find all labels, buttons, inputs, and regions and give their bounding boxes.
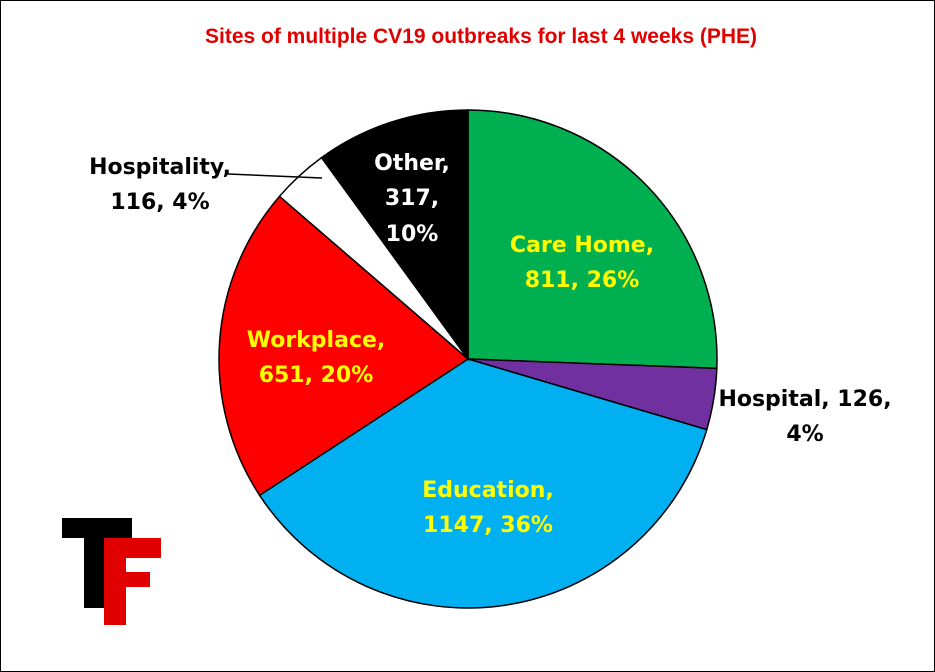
label-hospitality-line2: 116, 4% bbox=[110, 190, 209, 215]
label-hospitality-line1: Hospitality, bbox=[89, 155, 231, 180]
pie-slice-workplace bbox=[218, 195, 470, 497]
label-hospital-line1: Hospital, 126, bbox=[718, 387, 891, 412]
pie-slice-education bbox=[258, 358, 708, 609]
tf-logo bbox=[62, 518, 161, 625]
label-care-home-line2: 811, 26% bbox=[525, 268, 640, 293]
label-education-line1: Education, bbox=[422, 478, 554, 503]
label-hospital-line2: 4% bbox=[786, 422, 823, 447]
label-other-line2: 317, bbox=[385, 186, 439, 211]
pie-slices bbox=[218, 109, 718, 609]
logo-letter-f-stem bbox=[104, 538, 126, 625]
label-workplace-line1: Workplace, bbox=[247, 328, 386, 353]
label-other-line3: 10% bbox=[386, 222, 439, 247]
label-other-line1: Other, bbox=[374, 151, 450, 176]
logo-letter-t-stem bbox=[84, 518, 106, 608]
label-workplace-line2: 651, 20% bbox=[259, 363, 374, 388]
chart-title: Sites of multiple CV19 outbreaks for las… bbox=[205, 25, 757, 48]
label-education-line2: 1147, 36% bbox=[423, 513, 553, 538]
pie-slice-other bbox=[320, 109, 469, 362]
label-care-home-line1: Care Home, bbox=[510, 233, 654, 258]
pie-slice-care-home bbox=[467, 109, 718, 370]
hospitality-leader-line bbox=[227, 173, 323, 179]
